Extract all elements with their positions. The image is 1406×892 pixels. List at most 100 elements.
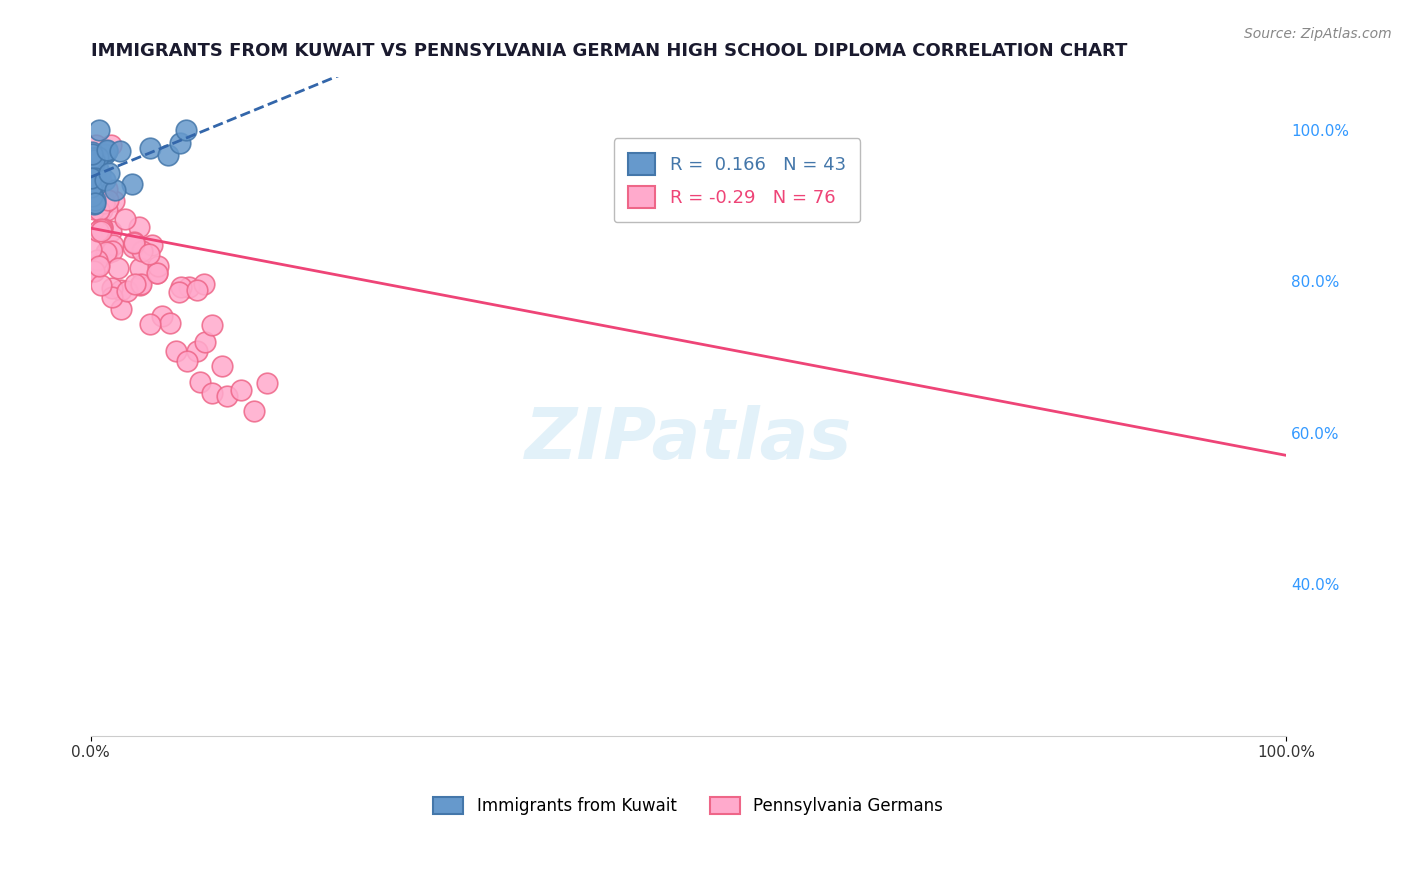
Legend: Immigrants from Kuwait, Pennsylvania Germans: Immigrants from Kuwait, Pennsylvania Ger… [427, 790, 950, 822]
Point [83, 263, 105, 277]
Point [80, 185, 103, 199]
Point [87, 174, 110, 188]
Point [201, 318, 224, 333]
Point [94, 173, 117, 187]
Point [86, 161, 108, 176]
Point [96, 182, 118, 196]
Point [131, 277, 153, 291]
Point [80, 171, 103, 186]
Point [82, 189, 104, 203]
Point [107, 261, 129, 276]
Point [124, 277, 146, 291]
Point [90, 173, 112, 187]
Point [194, 334, 217, 349]
Point [177, 279, 200, 293]
Point [84, 179, 107, 194]
Point [80, 192, 103, 206]
Point [97, 193, 120, 207]
Point [242, 404, 264, 418]
Point [80, 179, 103, 194]
Point [83, 202, 105, 216]
Point [87, 183, 110, 197]
Point [82, 186, 104, 201]
Point [96, 145, 118, 159]
Point [93, 195, 115, 210]
Point [91, 221, 114, 235]
Point [115, 284, 138, 298]
Point [169, 136, 191, 150]
Point [96, 202, 118, 217]
Point [90, 222, 112, 236]
Point [87, 224, 110, 238]
Point [110, 144, 132, 158]
Point [157, 147, 180, 161]
Point [83, 153, 105, 167]
Point [89, 166, 111, 180]
Point [96, 246, 118, 260]
Point [186, 283, 208, 297]
Point [121, 177, 143, 191]
Point [96, 143, 118, 157]
Point [159, 316, 181, 330]
Point [80, 171, 103, 186]
Point [229, 383, 252, 397]
Point [131, 244, 153, 258]
Point [87, 183, 110, 197]
Point [101, 244, 124, 258]
Point [103, 183, 125, 197]
Point [80, 190, 103, 204]
Point [91, 219, 114, 234]
Point [256, 376, 278, 390]
Point [84, 137, 107, 152]
Point [139, 141, 162, 155]
Point [89, 257, 111, 271]
Point [217, 389, 239, 403]
Point [84, 171, 107, 186]
Point [146, 266, 169, 280]
Point [165, 343, 187, 358]
Point [190, 375, 212, 389]
Point [82, 178, 104, 192]
Point [80, 145, 103, 160]
Point [148, 259, 170, 273]
Point [90, 278, 112, 293]
Point [80, 242, 103, 256]
Point [150, 310, 173, 324]
Point [124, 235, 146, 250]
Text: Source: ZipAtlas.com: Source: ZipAtlas.com [1244, 27, 1392, 41]
Point [80, 178, 103, 193]
Point [211, 359, 233, 374]
Text: IMMIGRANTS FROM KUWAIT VS PENNSYLVANIA GERMAN HIGH SCHOOL DIPLOMA CORRELATION CH: IMMIGRANTS FROM KUWAIT VS PENNSYLVANIA G… [90, 42, 1128, 60]
Point [91, 192, 114, 206]
Point [193, 277, 215, 291]
Point [84, 195, 107, 210]
Point [114, 212, 136, 227]
Point [90, 202, 112, 217]
Point [90, 224, 112, 238]
Point [110, 283, 132, 297]
Point [100, 137, 122, 152]
Point [82, 153, 104, 167]
Point [80, 194, 103, 209]
Point [89, 122, 111, 136]
Point [83, 156, 105, 170]
Point [84, 171, 107, 186]
Point [101, 281, 124, 295]
Point [80, 187, 103, 202]
Point [121, 240, 143, 254]
Point [110, 302, 132, 317]
Point [101, 238, 124, 252]
Text: ZIPatlas: ZIPatlas [524, 405, 852, 474]
Point [87, 260, 110, 274]
Point [138, 247, 160, 261]
Point [167, 285, 190, 299]
Point [97, 166, 120, 180]
Point [100, 224, 122, 238]
Point [82, 165, 104, 179]
Point [94, 147, 117, 161]
Point [186, 344, 208, 359]
Point [129, 277, 152, 292]
Point [128, 219, 150, 234]
Point [128, 261, 150, 276]
Point [86, 253, 108, 268]
